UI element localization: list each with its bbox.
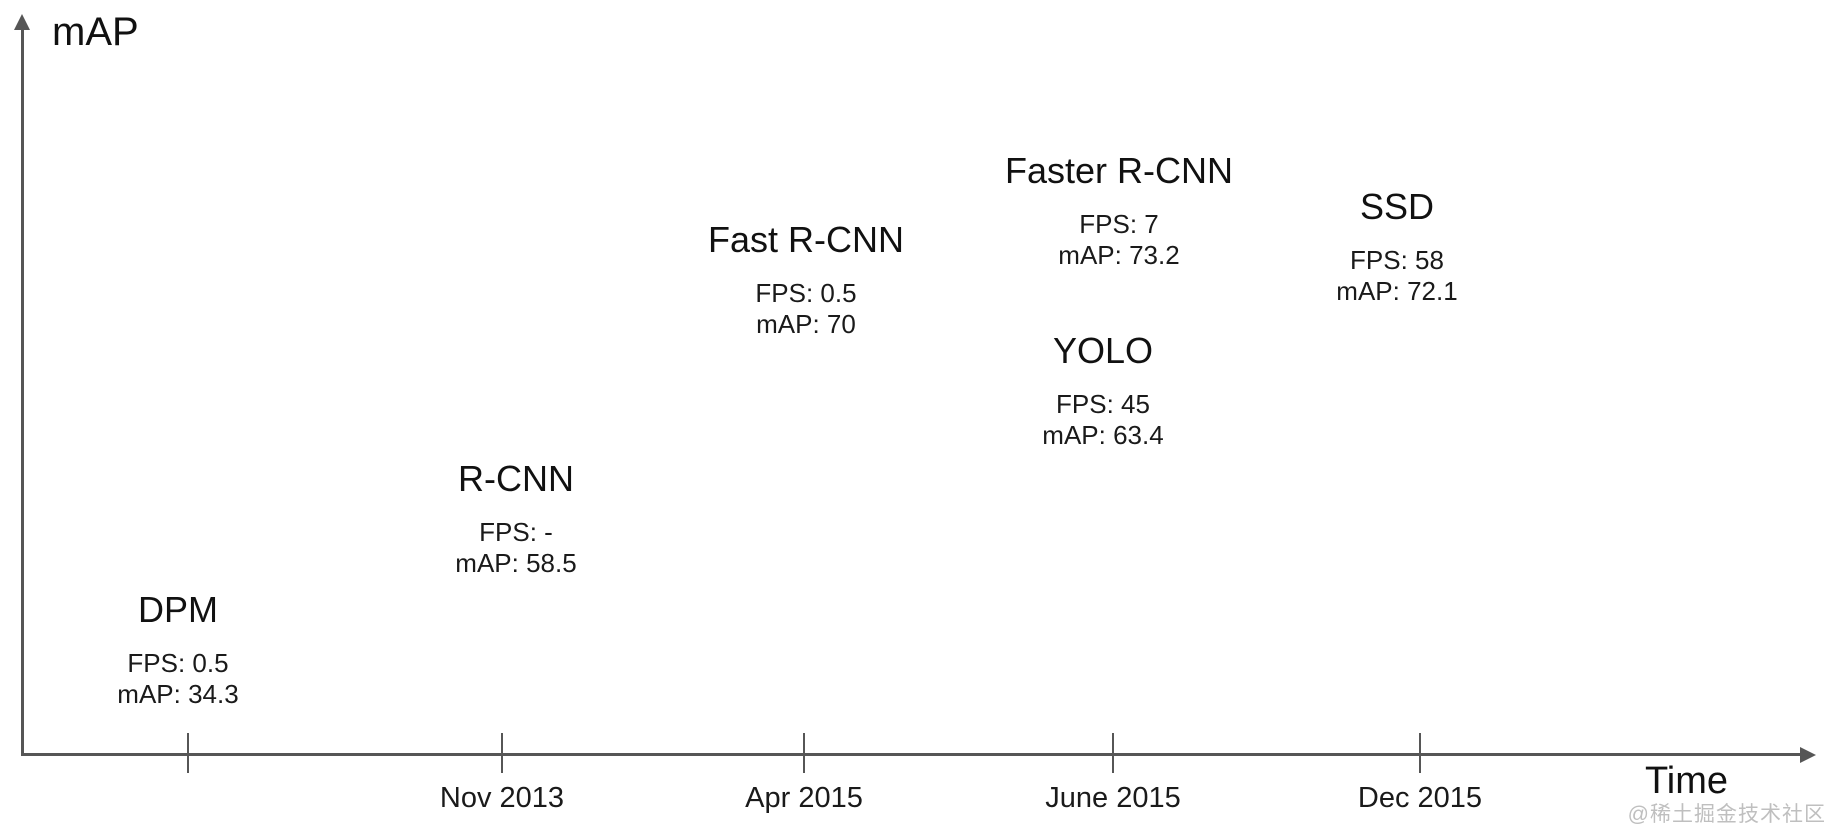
fps-value: FPS: -: [479, 516, 553, 547]
watermark: @稀土掘金技术社区: [1627, 803, 1826, 826]
x-axis-arrow-icon: [1800, 746, 1816, 763]
y-axis-arrow-icon: [14, 14, 30, 30]
x-tick-mark: [1112, 733, 1114, 773]
map-value: mAP: 72.1: [1336, 275, 1458, 306]
map-value: mAP: 73.2: [1058, 239, 1180, 270]
model-stats: FPS: 7 mAP: 73.2: [1005, 209, 1233, 271]
x-tick-mark: [803, 733, 805, 773]
model-name: SSD: [1359, 186, 1435, 227]
model-name: YOLO: [1052, 330, 1154, 371]
fps-value: FPS: 0.5: [127, 647, 229, 678]
fps-value: FPS: 58: [1350, 244, 1444, 275]
model-annotation-dpm: DPM FPS: 0.5 mAP: 34.3: [117, 590, 238, 710]
x-tick-mark: [501, 733, 503, 773]
model-annotation-yolo: YOLO FPS: 45 mAP: 63.4: [1042, 331, 1163, 451]
model-annotation-ssd: SSD FPS: 58 mAP: 72.1: [1336, 187, 1457, 307]
y-axis-label: mAP: [52, 10, 139, 54]
model-name: Faster R-CNN: [1004, 150, 1234, 191]
map-value: mAP: 58.5: [455, 547, 577, 578]
model-name: R-CNN: [458, 458, 574, 499]
model-stats: FPS: 45 mAP: 63.4: [1042, 389, 1163, 451]
x-tick-label: Apr 2015: [745, 782, 863, 814]
model-annotation-faster-r-cnn: Faster R-CNN FPS: 7 mAP: 73.2: [1005, 151, 1233, 271]
map-value: mAP: 63.4: [1042, 419, 1164, 450]
x-tick-label: Nov 2013: [439, 782, 565, 814]
model-stats: FPS: 0.5 mAP: 70: [708, 278, 904, 340]
fps-value: FPS: 7: [1079, 208, 1159, 239]
map-value: mAP: 34.3: [117, 678, 239, 709]
y-axis: [21, 26, 24, 756]
model-name: Fast R-CNN: [708, 219, 904, 260]
x-axis-label: Time: [1645, 760, 1729, 802]
fps-value: FPS: 45: [1056, 388, 1150, 419]
model-annotation-fast-r-cnn: Fast R-CNN FPS: 0.5 mAP: 70: [708, 220, 904, 340]
fps-value: FPS: 0.5: [755, 277, 857, 308]
map-value: mAP: 70: [756, 308, 856, 339]
model-annotation-r-cnn: R-CNN FPS: - mAP: 58.5: [455, 459, 576, 579]
x-tick-label: Dec 2015: [1357, 782, 1483, 814]
x-tick-label: June 2015: [1045, 782, 1181, 814]
model-name: DPM: [138, 589, 218, 630]
x-tick-mark: [1419, 733, 1421, 773]
model-stats: FPS: 58 mAP: 72.1: [1336, 245, 1457, 307]
model-stats: FPS: 0.5 mAP: 34.3: [117, 648, 238, 710]
model-stats: FPS: - mAP: 58.5: [455, 517, 576, 579]
x-axis: [21, 753, 1806, 756]
x-tick-mark: [187, 733, 189, 773]
